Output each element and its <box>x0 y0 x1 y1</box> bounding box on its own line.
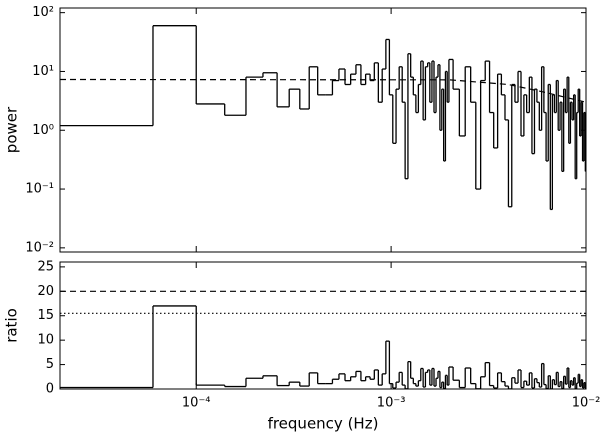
y-axis-label: power <box>3 106 21 153</box>
y-tick-label: 10⁻¹ <box>25 182 54 197</box>
y-tick-label: 10⁰ <box>32 123 54 138</box>
y-tick-label: 15 <box>37 308 54 323</box>
step-riser <box>152 305 586 389</box>
y-tick-label: 10 <box>37 333 54 348</box>
model-line <box>60 78 586 103</box>
plot-area <box>60 290 586 389</box>
axes-frame <box>59 7 587 253</box>
x-tick-label: 10⁻³ <box>377 396 406 411</box>
y-tick-label: 20 <box>37 284 54 299</box>
y-tick-label: 0 <box>46 382 54 397</box>
plot-area <box>60 25 586 211</box>
y-tick-label: 10⁻² <box>25 240 54 255</box>
y-tick-label: 5 <box>46 357 54 372</box>
x-axis-label: frequency (Hz) <box>268 415 379 433</box>
x-tick-label: 10⁻⁴ <box>182 396 211 411</box>
y-axis-label: ratio <box>3 308 21 343</box>
y-tick-label: 25 <box>37 259 54 274</box>
x-tick-label: 10⁻² <box>572 396 600 411</box>
step-riser <box>152 25 586 210</box>
y-tick-label: 10¹ <box>32 64 54 79</box>
y-tick-label: 10² <box>32 5 54 20</box>
axes-frame <box>59 261 587 390</box>
